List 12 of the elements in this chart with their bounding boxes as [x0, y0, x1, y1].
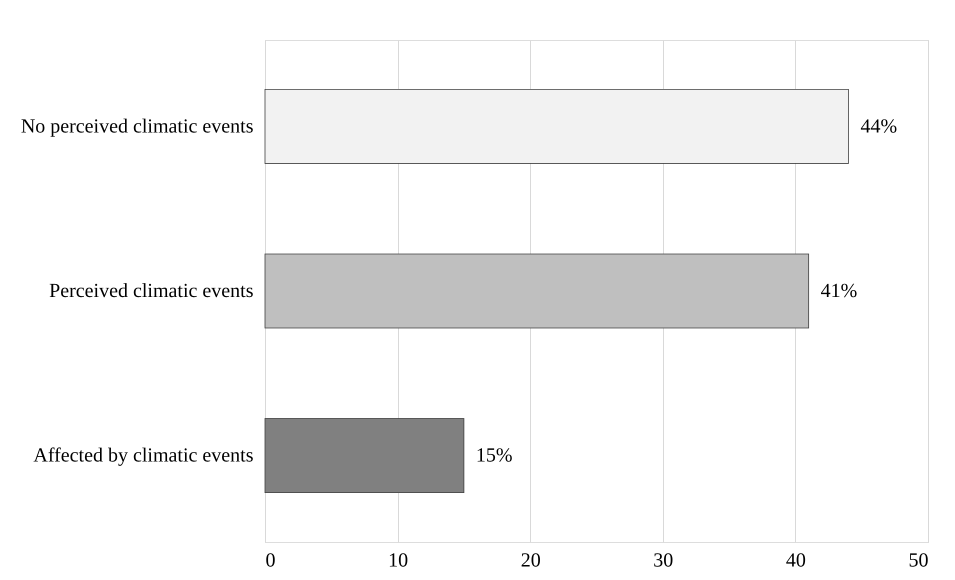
data-label: 44% [860, 115, 898, 138]
x-tick-label: 50 [908, 550, 928, 572]
x-tick-label: 20 [520, 550, 541, 572]
data-label: 15% [476, 444, 513, 467]
y-tick-label: Affected by climatic events [33, 444, 254, 467]
x-tick-label: 0 [266, 550, 276, 572]
y-tick-label: No perceived climatic events [20, 115, 254, 138]
y-tick-label: Perceived climatic events [49, 280, 254, 302]
x-tick-label: 40 [786, 550, 806, 572]
x-tick-label: 30 [653, 550, 674, 572]
data-label: 41% [820, 280, 858, 302]
x-tick-label: 10 [388, 550, 408, 572]
